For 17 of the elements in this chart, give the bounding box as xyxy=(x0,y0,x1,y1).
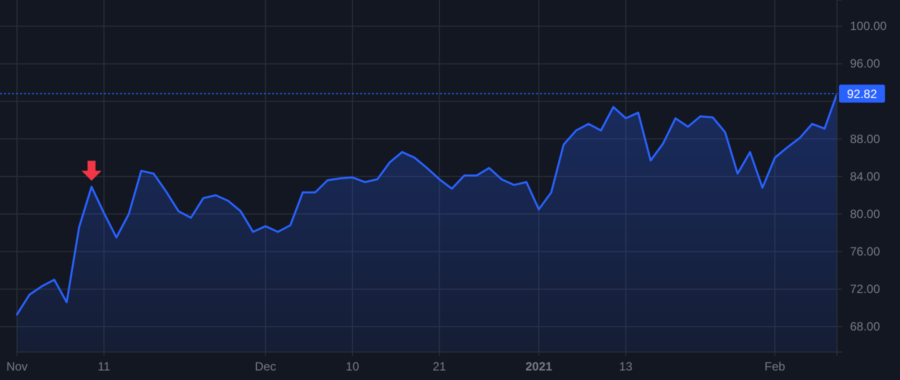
y-tick-label: 88.00 xyxy=(850,132,880,146)
ref-line-label: 92.82 xyxy=(846,87,878,102)
x-tick-label: Feb xyxy=(764,360,786,374)
y-tick-label: 72.00 xyxy=(850,282,880,296)
x-tick-label: 10 xyxy=(346,360,360,374)
x-tick-label: 11 xyxy=(98,360,111,374)
x-tick-label: 13 xyxy=(619,360,633,374)
y-tick-label: 100.00 xyxy=(850,19,888,34)
x-tick-label: Dec xyxy=(254,360,276,374)
x-tick-label: Nov xyxy=(6,360,28,374)
y-tick-label: 80.00 xyxy=(850,206,880,221)
x-tick-label: 2021 xyxy=(525,360,552,374)
x-tick-label: 21 xyxy=(432,360,446,374)
y-tick-label: 84.00 xyxy=(850,169,880,184)
y-tick-label: 68.00 xyxy=(850,319,880,334)
y-tick-label: 76.00 xyxy=(850,244,880,258)
y-tick-label: 96.00 xyxy=(850,56,880,71)
